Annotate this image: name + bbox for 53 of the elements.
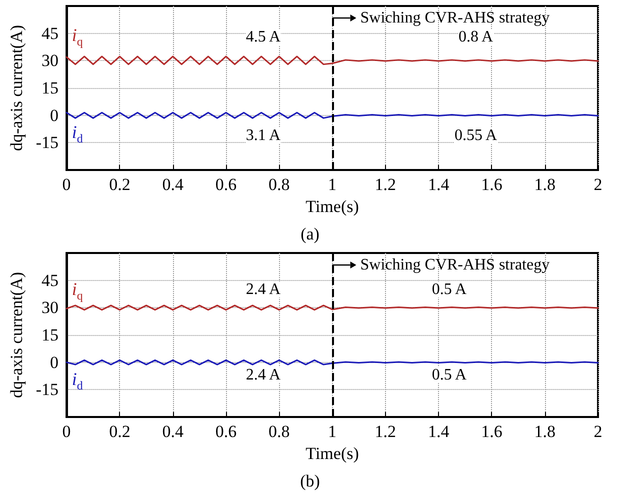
y-tick-label: 0 [50,352,59,372]
x-tick-label: 1.6 [481,175,502,194]
x-tick-label: 0.8 [268,422,290,441]
series-label: i$_{d}$ [72,122,83,146]
annotation: 0.8 A [458,28,494,46]
x-tick-label: 1.4 [428,175,450,194]
series-label: i$_{q}$ [72,25,83,50]
x-tick-label: 1 [328,422,337,441]
text: (b) [300,472,320,490]
x-tick-label: 2 [594,175,602,194]
x-tick-label: 0.4 [162,175,184,194]
y-tick-label: 45 [42,24,59,43]
annotation: 0.55 A [454,126,498,144]
y-axis-title: dq-axis current(A) [7,24,26,152]
y-tick-label: 30 [42,298,59,318]
text: (a) [300,224,320,244]
x-tick-label: 0.2 [109,175,130,194]
annotation: 0.5 A [432,366,467,384]
y-tick-label: 30 [42,51,59,70]
x-tick-label: 0.6 [215,422,237,441]
ref-line-label: Swiching CVR-AHS strategy [360,10,550,26]
x-tick-label: 1.4 [428,422,450,441]
y-tick-label: 45 [42,270,59,290]
series-label: i$_{d}$ [72,369,83,393]
x-tick-label: 0.8 [268,175,290,194]
annotation: 4.5 A [246,28,281,46]
y-tick-label: -15 [36,133,59,152]
x-tick-label: 1.2 [374,175,396,194]
ref-line-label: Swiching CVR-AHS strategy [360,256,550,274]
y-tick-label: -15 [36,380,59,400]
x-tick-label: 1.2 [374,422,396,441]
y-tick-label: 15 [42,326,59,344]
annotation: 0.5 A [432,280,467,298]
line-series [66,56,599,66]
annotation: 2.4 A [246,366,281,384]
x-tick-label: 0.4 [162,422,184,441]
series-label: i$_{q}$ [72,278,83,302]
x-axis-title: Time(s) [306,444,359,463]
x-axis-title: Time(s) [306,197,359,216]
annotation: 3.1 A [246,126,281,144]
x-tick-label: 0.6 [215,175,237,194]
x-tick-label: 2 [594,422,602,441]
y-tick-label: 0 [50,106,59,125]
x-tick-label: 0 [62,175,71,194]
x-tick-label: 1.8 [534,422,556,441]
x-tick-label: 1 [328,175,337,194]
x-tick-label: 1.6 [481,422,502,441]
x-tick-label: 1.8 [534,175,556,194]
annotation: 2.4 A [246,280,281,298]
x-tick-label: 0.2 [109,422,130,441]
x-tick-label: 0 [62,422,71,441]
y-tick-label: 15 [42,78,59,98]
y-axis-title: dq-axis current(A) [7,272,26,398]
